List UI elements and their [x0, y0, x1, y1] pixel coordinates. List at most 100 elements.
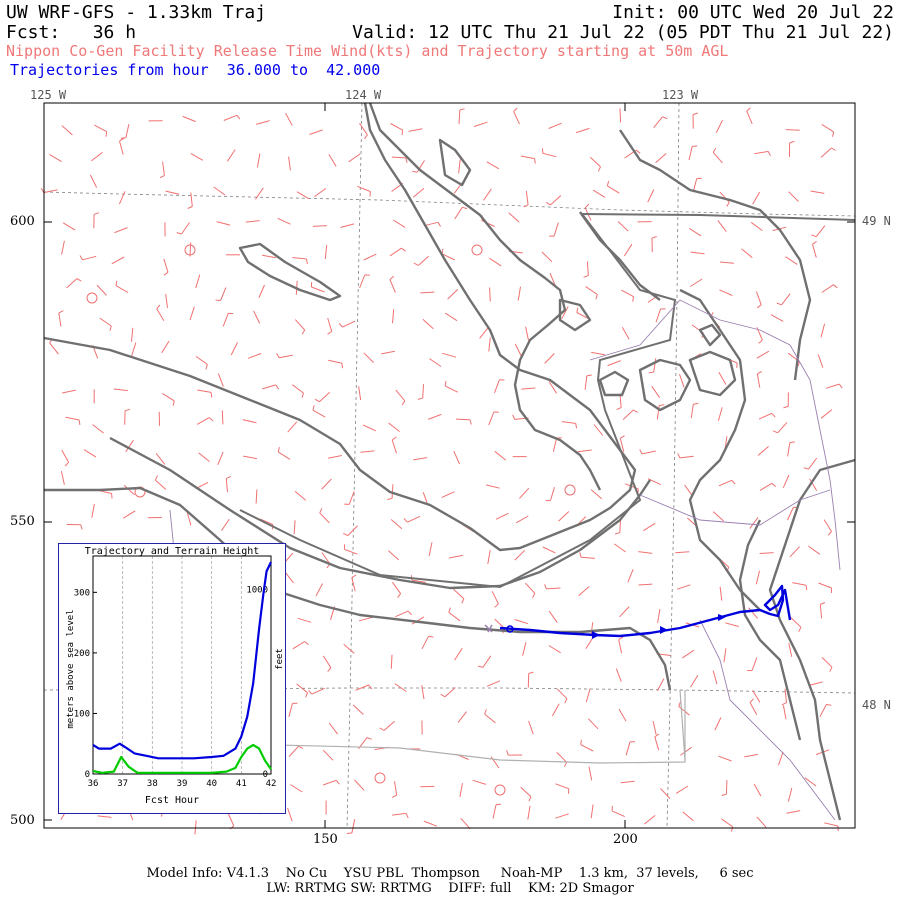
wind-barb	[643, 815, 656, 825]
wind-barb	[525, 326, 529, 341]
wind-barb	[514, 619, 529, 625]
wind-barb-flag	[327, 330, 332, 335]
wind-barb	[755, 570, 760, 585]
inset-x-tick: 38	[147, 779, 158, 789]
wind-barb-flag	[461, 598, 465, 604]
wind-barb	[290, 784, 303, 793]
wind-barb	[190, 152, 204, 161]
wind-barb	[753, 783, 762, 797]
wind-barb	[383, 720, 395, 731]
wind-barb	[97, 815, 112, 818]
wind-barb-flag	[412, 170, 418, 173]
wind-barb	[680, 746, 692, 756]
wind-barb	[778, 751, 784, 766]
wind-barb	[125, 123, 130, 138]
wind-barb	[113, 388, 128, 392]
inset-frame	[92, 555, 272, 775]
wind-barb	[684, 484, 694, 497]
wind-barb-flag	[726, 201, 730, 207]
wind-barb	[752, 690, 761, 703]
wind-barb-flag	[387, 497, 393, 501]
wind-barb-flag	[827, 531, 832, 536]
wind-barb	[182, 115, 196, 123]
wind-barb-flag	[783, 405, 789, 409]
wind-barb	[759, 482, 773, 491]
wind-barb-flag	[156, 304, 161, 310]
wind-barb	[479, 327, 489, 339]
wind-barb	[292, 257, 307, 260]
wind-barb	[324, 245, 328, 260]
wind-barb	[66, 278, 78, 289]
wind-barb	[388, 422, 400, 432]
wind-barb	[412, 187, 425, 198]
wind-barb	[585, 688, 591, 703]
wind-barb	[83, 449, 97, 458]
wind-barb	[577, 449, 592, 453]
wind-barb	[220, 287, 227, 301]
wind-barb	[186, 511, 192, 526]
model-physics: LW: RRTMG SW: RRTMG DIFF: full KM: 2D Sm…	[266, 881, 634, 896]
wind-barb	[294, 319, 306, 331]
wind-barb	[49, 153, 62, 163]
wind-barb	[296, 683, 308, 694]
wind-barb	[131, 327, 134, 342]
wind-barb	[311, 687, 325, 695]
wind-barb	[483, 188, 492, 201]
lon-label-124w: 124 W	[345, 88, 382, 102]
wind-barb	[328, 154, 337, 167]
wind-barb	[690, 675, 699, 688]
inset-x-tick: 42	[266, 779, 277, 789]
wind-barb	[758, 412, 773, 420]
wind-barb	[247, 353, 262, 359]
wind-barb	[514, 343, 522, 357]
wind-barb	[343, 643, 355, 654]
wind-barb	[390, 123, 404, 131]
wind-barb	[792, 582, 807, 586]
wind-barb	[643, 522, 656, 532]
wind-barb	[520, 155, 535, 160]
wind-barb-flag	[789, 441, 795, 444]
wind-barb	[578, 586, 590, 597]
wind-barb	[525, 582, 536, 594]
wind-barb-flag	[528, 796, 532, 802]
wind-barb	[590, 489, 603, 500]
wind-barb	[756, 816, 767, 828]
wind-barb	[197, 389, 212, 393]
wind-barb-flag	[812, 240, 817, 245]
wind-barb	[755, 291, 762, 305]
wind-barb-flag	[693, 402, 699, 405]
wind-barb	[653, 358, 657, 373]
wind-barb	[513, 111, 520, 125]
wind-barb	[494, 379, 500, 394]
wind-barb	[348, 153, 361, 163]
y-tick-600: 600	[10, 214, 35, 229]
wind-barb	[712, 670, 718, 685]
wind-barb-flag	[616, 407, 622, 411]
wind-barb	[558, 511, 570, 522]
wind-barb-flag	[208, 417, 214, 422]
wind-barb	[253, 310, 261, 324]
wind-barb	[622, 409, 634, 420]
wind-barb	[99, 317, 112, 327]
wind-barb	[351, 577, 356, 592]
wind-barb	[312, 409, 326, 418]
wind-barb	[454, 207, 463, 220]
wind-barb-flag	[506, 750, 509, 756]
wind-barb	[422, 384, 424, 399]
wind-barb-flag	[564, 698, 568, 704]
wind-barb	[391, 581, 402, 594]
wind-barb-flag	[721, 793, 727, 796]
wind-barb	[821, 123, 834, 133]
wind-barb	[319, 391, 331, 403]
wind-barb-flag	[440, 693, 446, 698]
wind-barb	[82, 255, 97, 261]
wind-barb	[825, 383, 840, 389]
wind-barb	[651, 385, 661, 398]
wind-barb	[242, 419, 257, 424]
wind-barb	[453, 450, 460, 465]
wind-barb	[749, 702, 758, 716]
wind-barb	[322, 779, 337, 786]
wind-barb	[358, 386, 362, 401]
wind-barb	[718, 372, 727, 385]
